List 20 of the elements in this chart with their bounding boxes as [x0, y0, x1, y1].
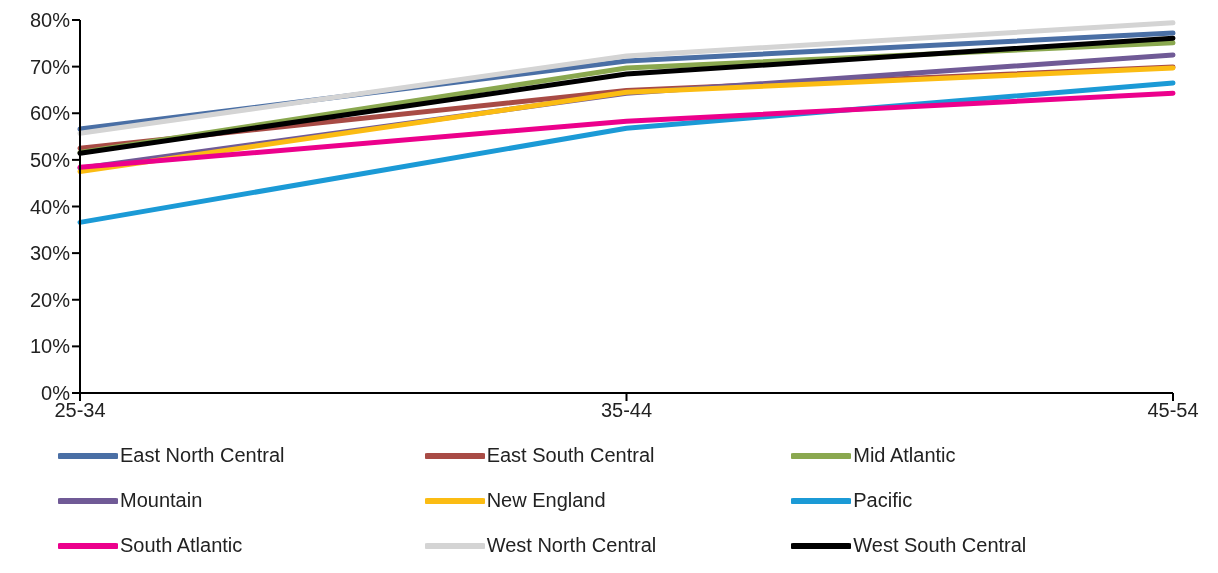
y-tick-label: 60%: [29, 102, 71, 125]
legend-label: West North Central: [486, 534, 657, 557]
legend-label: East South Central: [486, 444, 655, 467]
legend-label: New England: [486, 489, 606, 512]
y-tick-label: 50%: [29, 148, 71, 171]
y-tick-label: 70%: [29, 55, 71, 78]
y-tick-label: 40%: [29, 195, 71, 218]
legend-label: Pacific: [853, 489, 913, 512]
y-tick-label: 20%: [29, 288, 71, 311]
x-tick-label: 25-34: [54, 399, 106, 422]
x-tick-label: 35-44: [600, 399, 653, 422]
legend-label: Mid Atlantic: [853, 444, 956, 467]
y-tick-label: 30%: [29, 242, 71, 265]
y-tick-label: 10%: [29, 335, 71, 358]
legend-label: South Atlantic: [120, 534, 243, 557]
x-tick-label: 45-54: [1147, 399, 1199, 422]
y-tick-label: 80%: [29, 9, 71, 32]
legend-label: Mountain: [120, 489, 203, 512]
legend-label: East North Central: [120, 444, 285, 467]
legend-label: West South Central: [853, 534, 1027, 557]
